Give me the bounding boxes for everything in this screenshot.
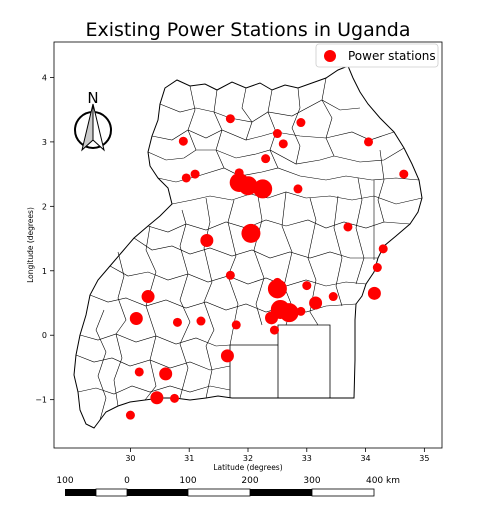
power-station-marker [241,223,261,243]
power-station-marker [261,154,271,164]
power-station-marker [225,114,235,124]
power-station-marker [225,270,235,280]
power-station-marker [378,244,388,254]
y-axis: −1 0 1 2 3 4 [35,73,54,405]
power-station-marker [129,311,143,325]
power-station-marker [253,179,273,199]
scale-segment [65,489,96,496]
y-tick-label: −1 [35,396,47,405]
scale-label: 400 km [366,476,400,486]
x-tick-label: 35 [419,454,429,463]
power-station-marker [272,129,282,139]
power-station-marker [367,286,381,300]
power-station-marker [159,367,173,381]
x-tick-label: 33 [302,454,312,463]
x-axis-label: Latitude (degrees) [213,463,282,472]
power-station-marker [296,306,306,316]
power-station-marker [343,222,353,232]
power-station-marker [399,169,409,179]
power-station-marker [141,290,155,304]
y-axis-label: Longitude (degrees) [26,207,35,283]
x-tick-label: 30 [125,454,135,463]
power-station-marker [278,139,288,149]
y-tick-label: 1 [42,267,47,276]
legend-marker [324,50,336,62]
x-tick-label: 31 [184,454,194,463]
scale-segment [250,489,312,496]
scale-segment [127,489,188,496]
scale-label: 300 [303,476,320,486]
scale-label: 0 [124,476,130,486]
power-station-marker [269,325,279,335]
power-station-marker [296,118,306,128]
power-station-marker [134,367,144,377]
scale-segment [311,488,375,497]
north-arrow: N [74,89,112,152]
power-station-marker [178,136,188,146]
scale-segment [95,488,128,497]
power-station-marker [372,263,382,273]
power-station-marker [190,169,200,179]
power-station-marker [220,349,234,363]
y-tick-label: 4 [42,73,47,82]
legend: Power stations [315,43,439,68]
power-station-marker [309,296,323,310]
scale-bar: 100 0 100 200 300 400 km [56,476,400,497]
power-station-marker [267,279,287,299]
x-tick-label: 32 [243,454,253,463]
power-station-marker [302,281,312,291]
north-label: N [87,89,98,107]
power-station-marker [172,317,182,327]
power-station-marker [328,292,338,302]
power-station-marker [170,393,180,403]
scale-label: 200 [241,476,258,486]
scale-labels: 100 0 100 200 300 400 km [56,476,400,486]
power-station-marker [196,316,206,326]
power-station-marker [181,173,191,183]
scale-label: 100 [56,476,73,486]
power-station-marker [231,320,241,330]
y-tick-label: 3 [42,138,47,147]
power-station-points [125,114,409,420]
lake-region [229,324,331,398]
x-axis: 30 31 32 33 34 35 [125,448,429,463]
x-tick-label: 34 [360,454,370,463]
power-station-marker [265,311,279,325]
power-station-marker [279,303,299,323]
power-station-marker [150,391,164,405]
compass-needle-right [92,103,105,152]
power-station-marker [200,233,214,247]
power-station-marker [125,410,135,420]
legend-box [315,43,439,68]
power-station-marker [364,137,374,147]
power-station-marker [293,184,303,194]
chart-title: Existing Power Stations in Uganda [86,19,411,41]
scale-label: 100 [179,476,196,486]
power-station-marker [238,176,258,196]
scale-segment [187,488,251,497]
y-tick-label: 2 [42,202,47,211]
legend-label: Power stations [348,49,436,63]
y-tick-label: 0 [42,331,47,340]
